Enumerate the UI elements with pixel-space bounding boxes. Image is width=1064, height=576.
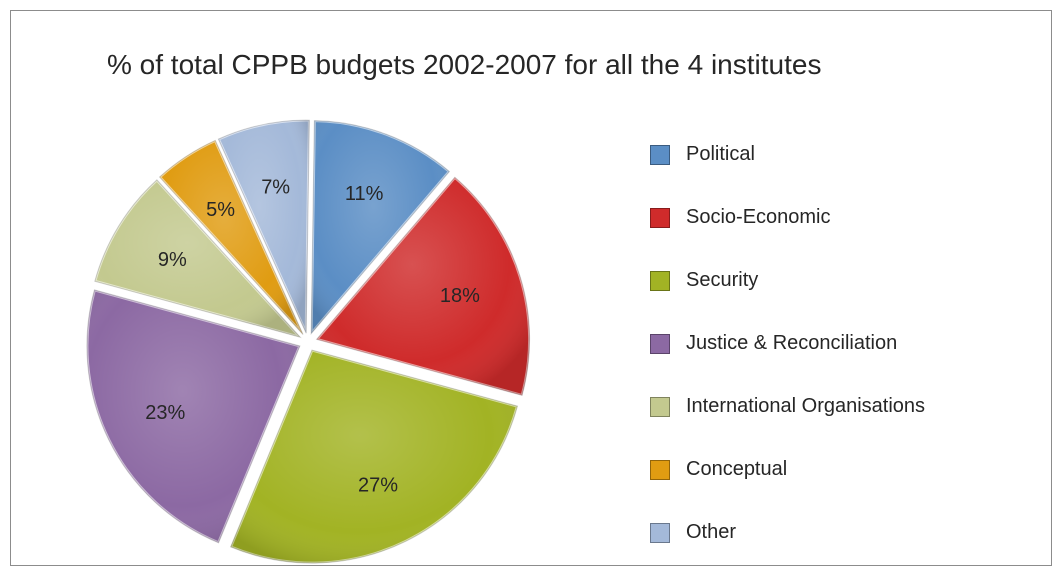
legend-swatch <box>650 397 670 417</box>
chart-title: % of total CPPB budgets 2002-2007 for al… <box>107 49 822 80</box>
pie-slices <box>85 118 532 565</box>
pie-slice-political <box>309 119 451 336</box>
legend-label: Other <box>686 521 737 543</box>
legend-label: International Organisations <box>686 395 926 417</box>
pie-slice-shading <box>94 179 301 338</box>
pie-slice-edge <box>158 139 304 335</box>
pie-slice-edge <box>310 120 451 335</box>
pie-slice-socio-economic <box>315 175 532 397</box>
legend-label: Political <box>686 143 755 165</box>
pie-slice-other <box>216 118 311 335</box>
pie-slice-shading <box>230 350 518 564</box>
pie-slice-justice-and-reconciliation <box>85 288 302 545</box>
pie-slice-conceptual <box>158 138 305 336</box>
pie-slice-edge <box>315 176 531 397</box>
pie-slice-edge <box>217 119 310 334</box>
legend-label: Justice & Reconciliation <box>686 332 898 354</box>
legend-swatch <box>650 208 670 228</box>
pie-slice-security <box>229 348 519 565</box>
legend-swatch <box>650 460 670 480</box>
pie-slice-shading <box>218 120 310 334</box>
pie-value-labels: 11% 18% 27% 23% 9% 5% 7% <box>145 176 480 496</box>
pie-value-label-security: 27% <box>358 475 398 497</box>
pie-slice-shading <box>86 289 300 543</box>
pie-slice-edge <box>94 179 302 339</box>
pie-slice-shading <box>159 140 304 335</box>
pie-value-label-other: 7% <box>261 176 290 198</box>
legend-label: Socio-Economic <box>686 206 831 228</box>
pie-value-label-socio-economic: 18% <box>440 285 480 307</box>
pie-value-label-political: 11% <box>345 183 384 205</box>
pie-value-label-conceptual: 5% <box>206 199 235 221</box>
pie-slice-edge <box>86 289 301 544</box>
pie-slice-shading <box>311 120 450 334</box>
legend-swatch <box>650 271 670 291</box>
pie-slice-shading <box>316 177 530 396</box>
pie-value-label-international-organisations: 9% <box>158 249 187 271</box>
pie-value-label-justice-and-reconciliation: 23% <box>145 402 185 424</box>
pie-slice-edge <box>229 349 519 564</box>
legend-swatch <box>650 145 670 165</box>
legend-label: Conceptual <box>686 458 788 480</box>
legend-label: Security <box>686 269 759 291</box>
legend-swatch <box>650 523 670 543</box>
pie-slice-international-organisations <box>93 178 302 339</box>
legend-swatch <box>650 334 670 354</box>
